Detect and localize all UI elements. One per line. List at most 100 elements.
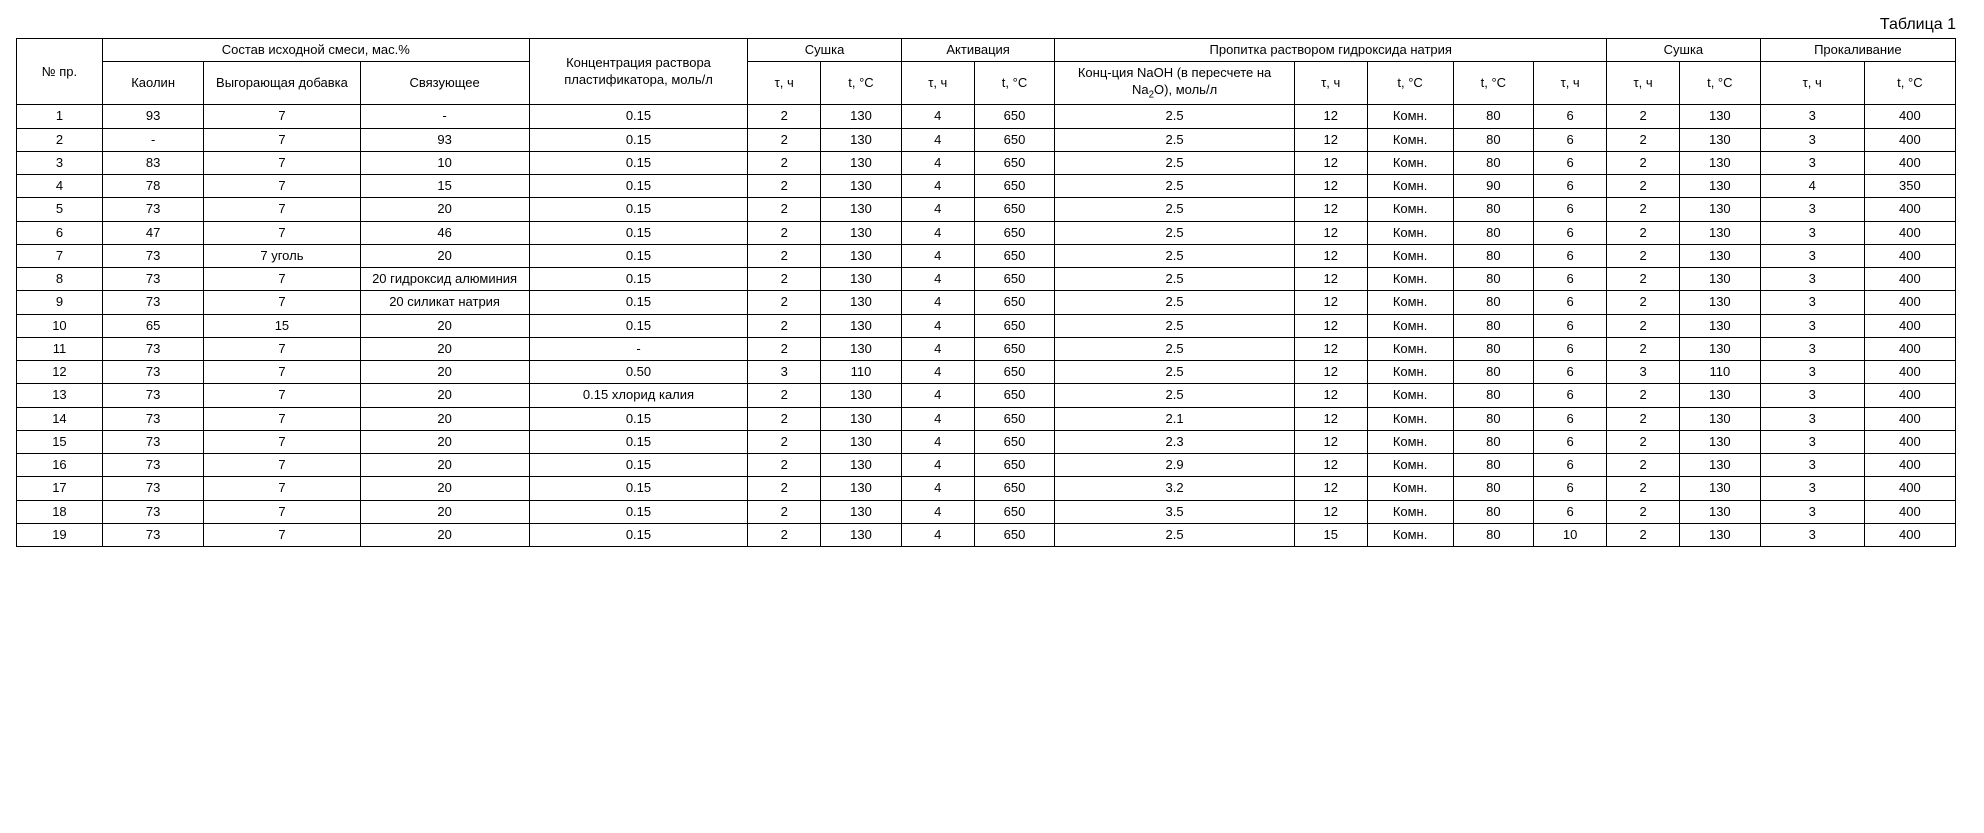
table-cell: 3 bbox=[1760, 198, 1864, 221]
data-table: № пр. Состав исходной смеси, мас.% Конце… bbox=[16, 38, 1956, 547]
table-cell: 20 bbox=[360, 314, 529, 337]
table-cell: 400 bbox=[1864, 291, 1955, 314]
table-cell: 4 bbox=[901, 454, 974, 477]
table-cell: 0.15 bbox=[529, 105, 748, 128]
table-cell: 4 bbox=[901, 500, 974, 523]
table-cell: 2 bbox=[1607, 430, 1680, 453]
table-cell: 46 bbox=[360, 221, 529, 244]
table-cell: Комн. bbox=[1367, 430, 1453, 453]
table-cell: 2 bbox=[748, 337, 821, 360]
table-cell: Комн. bbox=[1367, 477, 1453, 500]
table-cell: 0.50 bbox=[529, 361, 748, 384]
table-cell: 130 bbox=[1679, 244, 1760, 267]
table-cell: 3 bbox=[1760, 361, 1864, 384]
table-cell: 400 bbox=[1864, 523, 1955, 546]
table-cell: 2.5 bbox=[1055, 337, 1294, 360]
table-cell: 130 bbox=[1679, 477, 1760, 500]
col-calc-t: t, °C bbox=[1864, 62, 1955, 105]
table-cell: 4 bbox=[901, 361, 974, 384]
table-cell: 9 bbox=[17, 291, 103, 314]
table-cell: 3 bbox=[1760, 500, 1864, 523]
table-cell: 2 bbox=[748, 407, 821, 430]
table-cell: 130 bbox=[821, 500, 902, 523]
table-cell: 130 bbox=[1679, 128, 1760, 151]
table-cell: 2 bbox=[1607, 477, 1680, 500]
table-cell: 73 bbox=[102, 477, 203, 500]
table-cell: 73 bbox=[102, 244, 203, 267]
table-cell: 0.15 bbox=[529, 221, 748, 244]
table-cell: 12 bbox=[1294, 407, 1367, 430]
table-cell: 20 bbox=[360, 198, 529, 221]
table-cell: 3 bbox=[1760, 221, 1864, 244]
table-cell: 20 bbox=[360, 477, 529, 500]
table-cell: 2.5 bbox=[1055, 244, 1294, 267]
table-row: 3837100.15213046502.512Комн.80621303400 bbox=[17, 151, 1956, 174]
table-cell: 3 bbox=[1760, 268, 1864, 291]
table-cell: 2 bbox=[748, 175, 821, 198]
col-dry1-tau: τ, ч bbox=[748, 62, 821, 105]
table-cell: 650 bbox=[974, 337, 1055, 360]
table-cell: 130 bbox=[821, 454, 902, 477]
table-cell: 5 bbox=[17, 198, 103, 221]
table-cell: 2 bbox=[748, 523, 821, 546]
table-cell: 12 bbox=[1294, 268, 1367, 291]
table-cell: 7 bbox=[204, 221, 360, 244]
table-cell: 650 bbox=[974, 105, 1055, 128]
table-cell: 3 bbox=[1760, 337, 1864, 360]
table-cell: 12 bbox=[1294, 291, 1367, 314]
table-cell: 20 bbox=[360, 384, 529, 407]
table-cell: 650 bbox=[974, 221, 1055, 244]
table-cell: 130 bbox=[1679, 407, 1760, 430]
table-cell: 400 bbox=[1864, 105, 1955, 128]
table-row: 973720 силикат натрия0.15213046502.512Ко… bbox=[17, 291, 1956, 314]
col-imp-t1: t, °C bbox=[1367, 62, 1453, 105]
table-cell: Комн. bbox=[1367, 314, 1453, 337]
table-cell: 130 bbox=[1679, 314, 1760, 337]
table-cell: 7 bbox=[204, 105, 360, 128]
table-cell: 130 bbox=[1679, 337, 1760, 360]
table-cell: 3 bbox=[1760, 454, 1864, 477]
table-cell: 130 bbox=[1679, 175, 1760, 198]
table-cell: 73 bbox=[102, 454, 203, 477]
table-cell: 2 bbox=[748, 477, 821, 500]
table-cell: 80 bbox=[1453, 500, 1534, 523]
table-cell: Комн. bbox=[1367, 198, 1453, 221]
table-cell: 47 bbox=[102, 221, 203, 244]
table-cell: 400 bbox=[1864, 407, 1955, 430]
table-cell: 73 bbox=[102, 500, 203, 523]
table-cell: 3 bbox=[1760, 430, 1864, 453]
table-cell: 130 bbox=[1679, 384, 1760, 407]
table-cell: 2 bbox=[1607, 198, 1680, 221]
table-cell: 20 bbox=[360, 454, 529, 477]
table-cell: 130 bbox=[1679, 151, 1760, 174]
table-cell: 2 bbox=[1607, 314, 1680, 337]
table-cell: 650 bbox=[974, 477, 1055, 500]
table-cell: Комн. bbox=[1367, 361, 1453, 384]
table-cell: 130 bbox=[821, 523, 902, 546]
table-cell: 400 bbox=[1864, 384, 1955, 407]
table-cell: Комн. bbox=[1367, 407, 1453, 430]
table-row: 873720 гидроксид алюминия0.15213046502.5… bbox=[17, 268, 1956, 291]
table-cell: 650 bbox=[974, 523, 1055, 546]
table-cell: 4 bbox=[901, 291, 974, 314]
table-cell: 2 bbox=[1607, 500, 1680, 523]
table-cell: 16 bbox=[17, 454, 103, 477]
table-row: 7737 уголь200.15213046502.512Комн.806213… bbox=[17, 244, 1956, 267]
table-row: 2-7930.15213046502.512Комн.80621303400 bbox=[17, 128, 1956, 151]
table-cell: 650 bbox=[974, 175, 1055, 198]
table-cell: 2 bbox=[1607, 105, 1680, 128]
table-cell: 130 bbox=[821, 291, 902, 314]
table-cell: Комн. bbox=[1367, 384, 1453, 407]
table-cell: 650 bbox=[974, 291, 1055, 314]
table-cell: 7 bbox=[204, 361, 360, 384]
table-cell: 73 bbox=[102, 361, 203, 384]
table-cell: 4 bbox=[901, 430, 974, 453]
table-cell: 130 bbox=[1679, 523, 1760, 546]
table-cell: 400 bbox=[1864, 268, 1955, 291]
table-cell: 130 bbox=[821, 198, 902, 221]
table-cell: 0.15 bbox=[529, 477, 748, 500]
table-cell: Комн. bbox=[1367, 221, 1453, 244]
table-cell: 20 bbox=[360, 407, 529, 430]
table-cell: 650 bbox=[974, 384, 1055, 407]
table-cell: 18 bbox=[17, 500, 103, 523]
